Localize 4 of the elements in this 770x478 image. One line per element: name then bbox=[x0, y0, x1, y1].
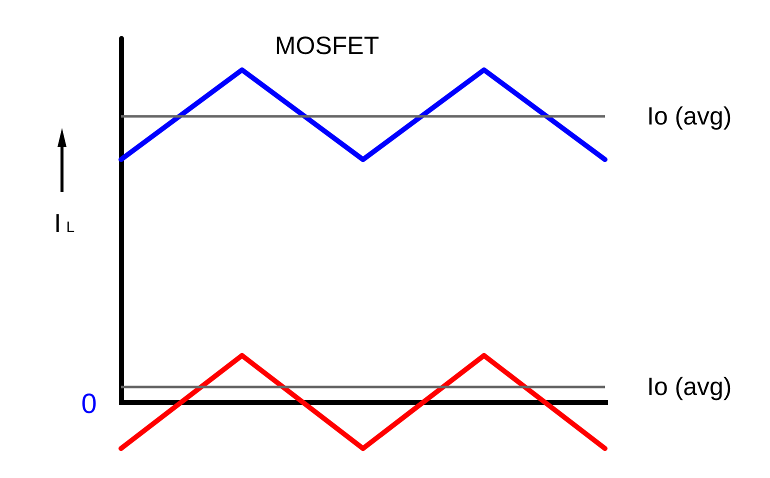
text: 0 bbox=[81, 388, 97, 419]
chart-title: MOSFET bbox=[274, 32, 380, 60]
ref-line-label: Io (avg) bbox=[647, 373, 732, 402]
ref-line-label: Io (avg) bbox=[647, 102, 732, 130]
